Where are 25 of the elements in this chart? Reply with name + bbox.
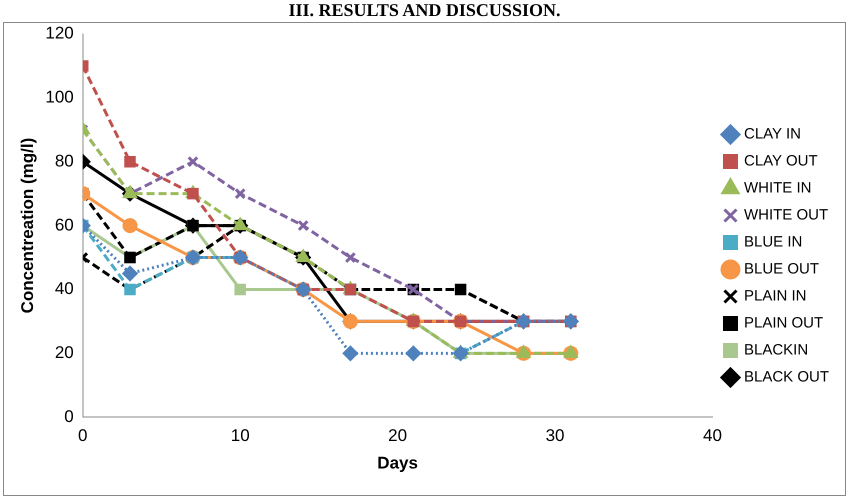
legend-label: CLAY IN (744, 126, 801, 143)
legend-label: PLAIN IN (744, 288, 807, 305)
legend-label: BLACK OUT (744, 368, 830, 386)
legend-label: BLUE OUT (744, 260, 819, 278)
x-tick-label: 30 (546, 426, 565, 446)
y-tick-label: 80 (54, 151, 74, 170)
y-tick-label: 120 (45, 24, 74, 43)
y-tick-label: 20 (54, 343, 74, 362)
legend-label: CLAY OUT (744, 152, 818, 170)
legend-label: WHITE OUT (744, 206, 828, 224)
chart-title: III. RESULTS AND DISCUSSION. (288, 0, 562, 22)
x-axis-title: Days (377, 453, 418, 472)
legend-label: BLACKIN (744, 342, 808, 359)
y-tick-label: 0 (64, 406, 74, 426)
x-tick-label: 0 (78, 426, 88, 446)
x-tick-label: 40 (703, 426, 722, 446)
y-tick-label: 100 (45, 88, 74, 107)
y-tick-label: 60 (54, 215, 74, 234)
y-tick-label: 40 (54, 279, 74, 298)
legend-label: BLUE IN (744, 234, 802, 251)
x-tick-label: 20 (388, 426, 408, 446)
legend-label: WHITE IN (744, 180, 812, 197)
y-axis-title: Concentreation (mg/l) (18, 138, 37, 314)
x-tick-label: 10 (230, 426, 250, 446)
legend-label: PLAIN OUT (744, 314, 824, 332)
